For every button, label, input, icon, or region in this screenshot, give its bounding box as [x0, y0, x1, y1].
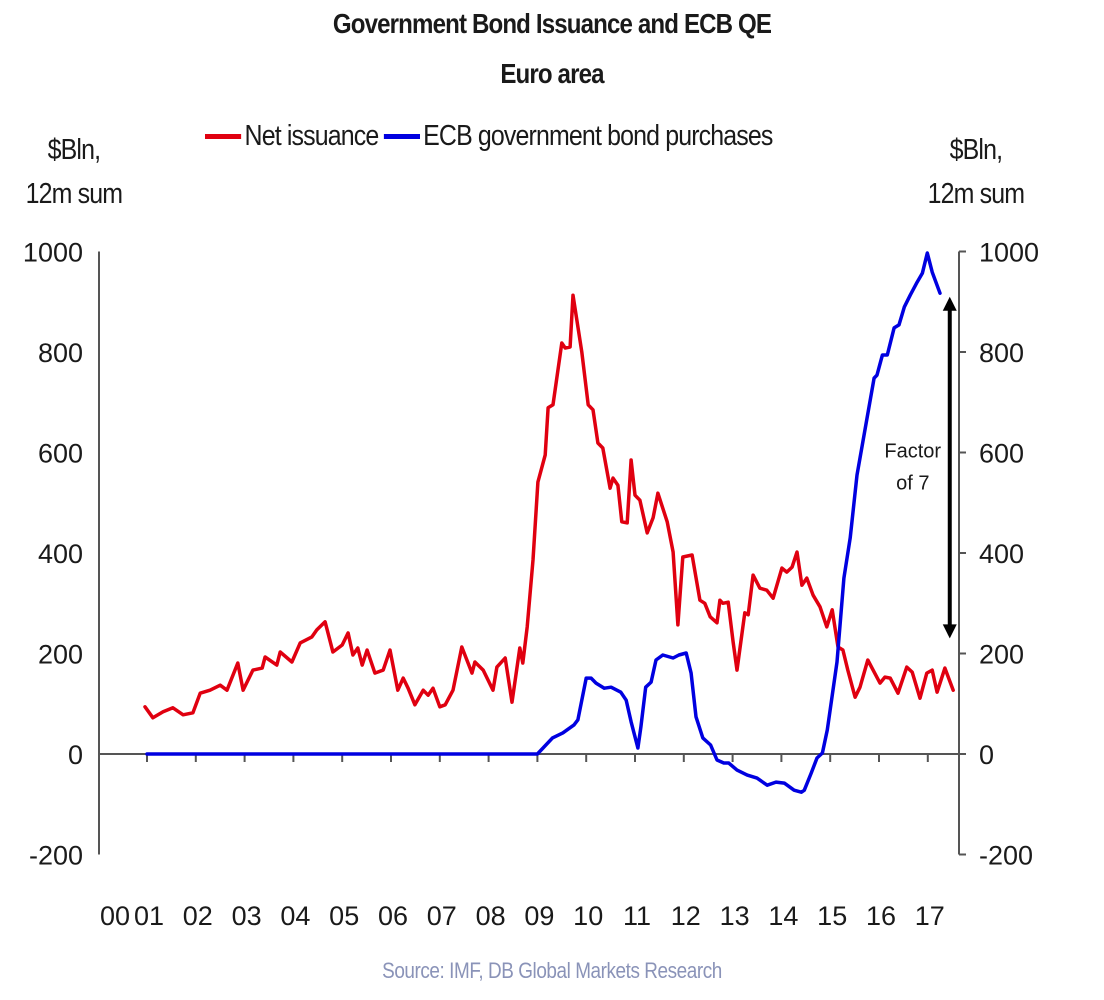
legend-swatch-ecb-purchases	[383, 134, 420, 139]
x-tick-label: 11	[623, 901, 651, 931]
series-line-net-issuance	[143, 293, 955, 720]
x-tick-label: 13	[720, 901, 750, 931]
source-note: Source: IMF, DB Global Markets Research	[382, 958, 722, 983]
left-y-tick-label: 800	[38, 338, 83, 368]
right-y-tick-label: -200	[979, 841, 1033, 871]
x-tick-label: 16	[866, 901, 896, 931]
right-axis-unit-line-1: $Bln,	[949, 134, 1003, 166]
right-axis-unit-label: $Bln, 12m sum	[920, 128, 1032, 216]
right-y-tick-label: 1000	[979, 238, 1039, 268]
legend: Net issuance ECB government bond purchas…	[205, 120, 778, 153]
x-tick-label: 08	[476, 901, 506, 931]
left-axis-unit-line-1: $Bln,	[47, 134, 101, 166]
factor-arrow-head-up	[942, 296, 957, 311]
right-axis-unit-line-2: 12m sum	[927, 178, 1025, 210]
left-y-tick-label: 0	[68, 740, 83, 770]
left-y-tick-label: 1000	[23, 238, 83, 268]
x-tick-label: 04	[280, 901, 310, 931]
chart-title: Government Bond Issuance and ECB QE	[332, 8, 772, 39]
x-tick-label: 02	[183, 901, 213, 931]
x-tick-label: 01	[134, 901, 164, 931]
x-tick-label: 15	[817, 901, 847, 931]
x-tick-label: 09	[524, 901, 554, 931]
legend-item-net-issuance: Net issuance	[205, 120, 380, 153]
left-y-tick-label: -200	[29, 841, 83, 871]
x-tick-label: 14	[768, 901, 798, 931]
x-tick-label: 17	[915, 901, 945, 931]
legend-swatch-net-issuance	[205, 134, 242, 139]
left-axis-unit-label: $Bln, 12m sum	[18, 128, 130, 216]
factor-annotation-label: Factor	[884, 441, 941, 463]
right-y-tick-label: 600	[979, 439, 1024, 469]
x-tick-label: 07	[427, 901, 457, 931]
left-y-tick-label: 200	[38, 640, 83, 670]
right-y-tick-label: 0	[979, 740, 994, 770]
right-y-tick-label: 400	[979, 539, 1024, 569]
x-tick-label: 12	[671, 901, 701, 931]
x-tick-label: 00	[100, 901, 130, 931]
x-tick-label: 06	[378, 901, 408, 931]
left-y-tick-label: 600	[38, 439, 83, 469]
chart-subtitle: Euro area	[500, 58, 604, 89]
series-line-ecb-purchases	[145, 251, 942, 794]
factor-annotation-label: of 7	[896, 473, 929, 495]
right-y-tick-label: 200	[979, 640, 1024, 670]
x-tick-label: 05	[329, 901, 359, 931]
legend-item-ecb-purchases: ECB government bond purchases	[383, 120, 773, 153]
left-y-tick-label: 400	[38, 539, 83, 569]
factor-arrow-head-down	[942, 624, 957, 639]
legend-label-net-issuance: Net issuance	[244, 120, 380, 152]
x-tick-label: 03	[232, 901, 262, 931]
legend-label-ecb-purchases: ECB government bond purchases	[423, 120, 773, 152]
right-y-tick-label: 800	[979, 338, 1024, 368]
left-axis-unit-line-2: 12m sum	[25, 178, 123, 210]
x-tick-label: 10	[573, 901, 603, 931]
